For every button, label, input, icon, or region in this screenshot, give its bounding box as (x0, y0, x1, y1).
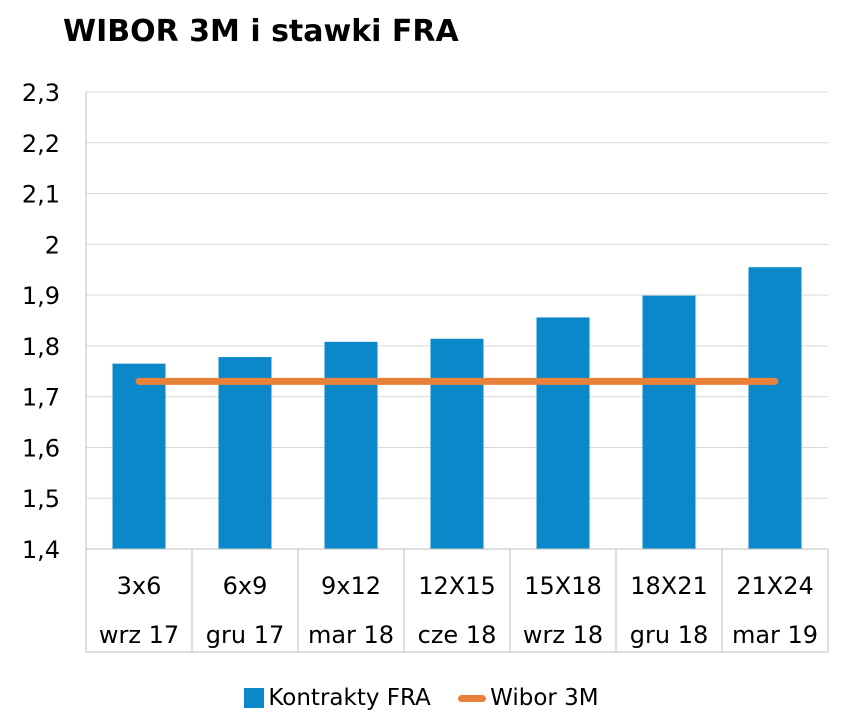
x-subcategory-label: mar 19 (732, 621, 818, 649)
legend-swatch-wibor (458, 694, 487, 702)
x-subcategory-label: gru 18 (630, 621, 708, 649)
x-category-label: 6x9 (223, 572, 268, 600)
y-tick-label: 1,6 (22, 434, 60, 462)
chart-title: WIBOR 3M i stawki FRA (63, 14, 459, 49)
bar (324, 341, 378, 549)
y-tick-label: 1,4 (22, 536, 60, 564)
y-tick-label: 1,9 (22, 282, 60, 310)
x-category-label: 18X21 (630, 572, 708, 600)
bar (642, 295, 696, 549)
x-category-label: 15X18 (524, 572, 602, 600)
y-tick-label: 2 (45, 231, 60, 259)
legend-label-wibor: Wibor 3M (490, 684, 599, 711)
bar (536, 317, 590, 549)
bar (748, 267, 802, 549)
legend-item-fra: Kontrakty FRA (244, 684, 431, 711)
y-tick-label: 1,7 (22, 384, 60, 412)
bar (218, 357, 272, 549)
bar (430, 338, 484, 549)
bar (112, 363, 166, 549)
x-subcategory-label: gru 17 (206, 621, 284, 649)
x-category-label: 21X24 (736, 572, 814, 600)
y-tick-label: 1,8 (22, 333, 60, 361)
legend-label-fra: Kontrakty FRA (268, 684, 431, 711)
chart-canvas: 1,4 1,5 1,6 1,7 1,8 1,9 2 2,1 2,2 2,3 3x6 wrz 17 6x9… (22, 79, 829, 653)
y-tick-label: 2,3 (22, 79, 60, 107)
x-category-label: 3x6 (117, 572, 162, 600)
x-subcategory-label: mar 18 (308, 621, 394, 649)
legend-swatch-fra (244, 688, 265, 708)
x-subcategory-label: wrz 17 (99, 621, 179, 649)
x-subcategory-label: cze 18 (418, 621, 497, 649)
x-subcategory-label: wrz 18 (523, 621, 603, 649)
x-category-label: 9x12 (321, 572, 381, 600)
y-tick-label: 2,1 (22, 181, 60, 209)
legend-item-wibor: Wibor 3M (458, 685, 599, 711)
y-tick-label: 1,5 (22, 485, 60, 513)
x-category-label: 12X15 (418, 572, 496, 600)
legend: Kontrakty FRA Wibor 3M (0, 684, 843, 711)
y-tick-label: 2,2 (22, 130, 60, 158)
